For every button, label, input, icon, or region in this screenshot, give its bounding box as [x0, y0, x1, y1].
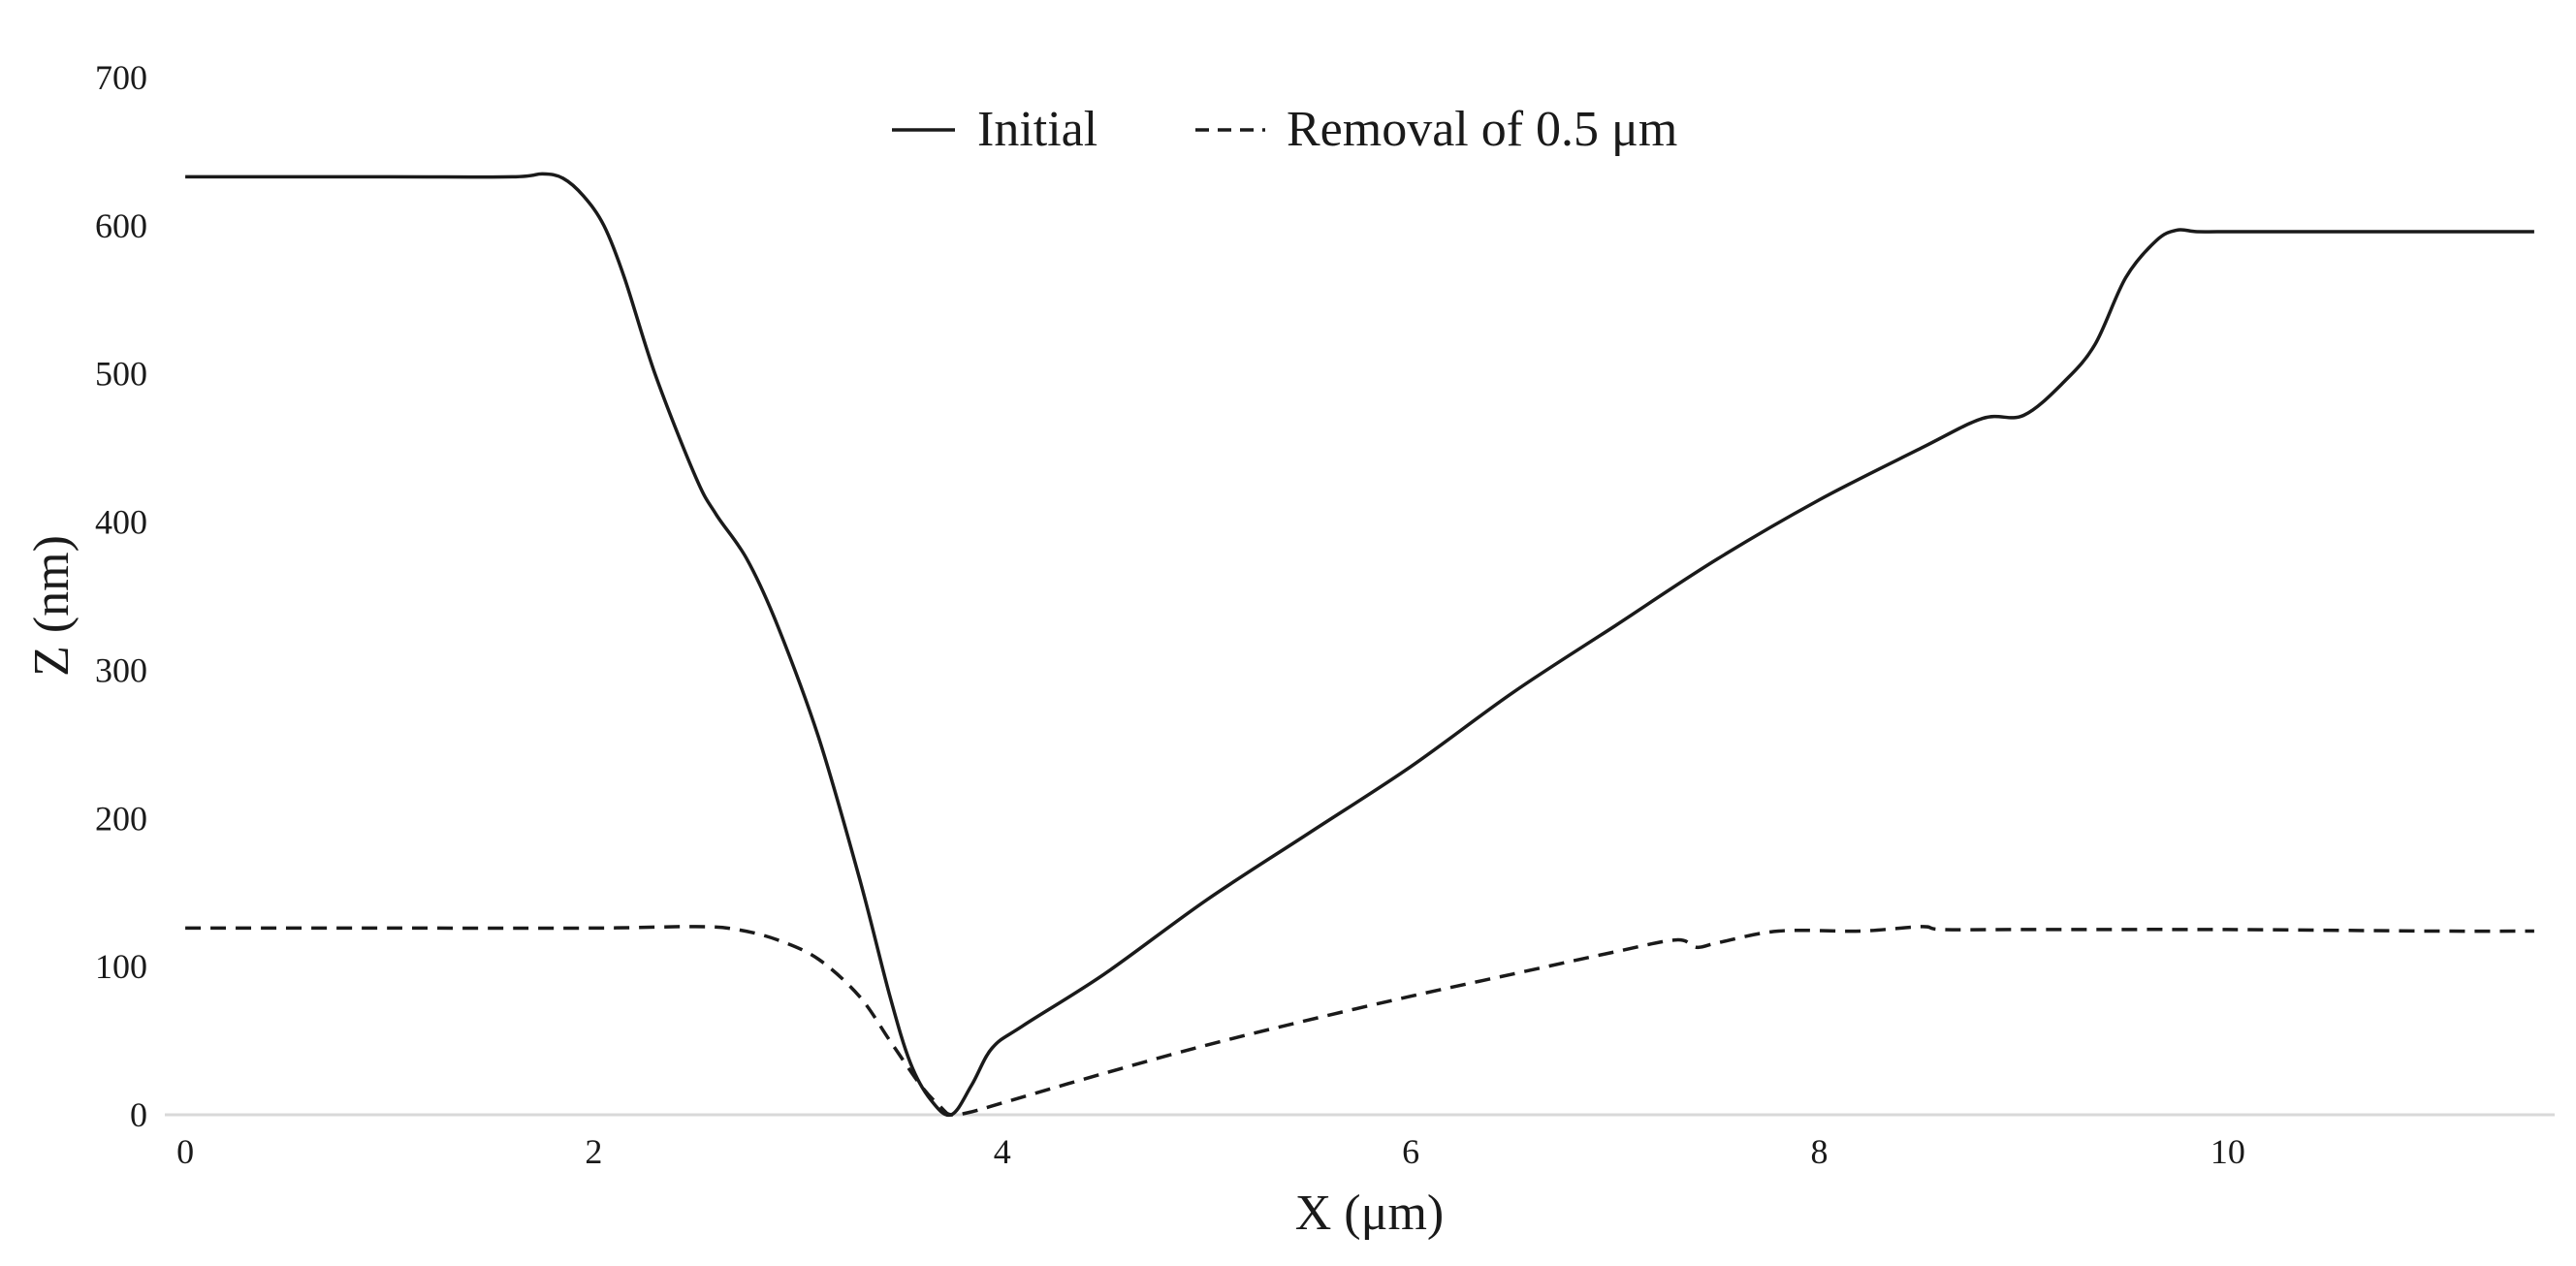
- x-tick-labels: 0 2 4 6 8 10: [176, 1132, 2245, 1171]
- x-tick-label: 6: [1402, 1132, 1419, 1171]
- legend-label-initial: Initial: [977, 102, 1097, 157]
- y-tick-label: 700: [95, 58, 147, 97]
- y-axis-title: Z (nm): [24, 535, 80, 677]
- y-tick-label: 200: [95, 799, 147, 838]
- series-group: [185, 172, 2534, 1118]
- x-axis-title: X (μm): [1295, 1186, 1445, 1241]
- x-tick-label: 0: [176, 1132, 194, 1171]
- legend: Initial Removal of 0.5 μm: [892, 102, 1677, 157]
- x-tick-label: 10: [2210, 1132, 2245, 1171]
- series-line-removal: [185, 925, 2534, 1117]
- series-line-initial: [185, 172, 2534, 1118]
- x-tick-label: 8: [1811, 1132, 1829, 1171]
- y-tick-label: 300: [95, 650, 147, 689]
- y-tick-label: 0: [130, 1095, 147, 1134]
- y-tick-labels: 0 100 200 300 400 500 600 700: [95, 58, 147, 1134]
- y-tick-label: 600: [95, 206, 147, 245]
- y-tick-label: 100: [95, 947, 147, 986]
- y-tick-label: 400: [95, 503, 147, 542]
- x-tick-label: 2: [585, 1132, 602, 1171]
- x-tick-label: 4: [994, 1132, 1011, 1171]
- y-tick-label: 500: [95, 355, 147, 394]
- legend-label-removal: Removal of 0.5 μm: [1287, 102, 1677, 157]
